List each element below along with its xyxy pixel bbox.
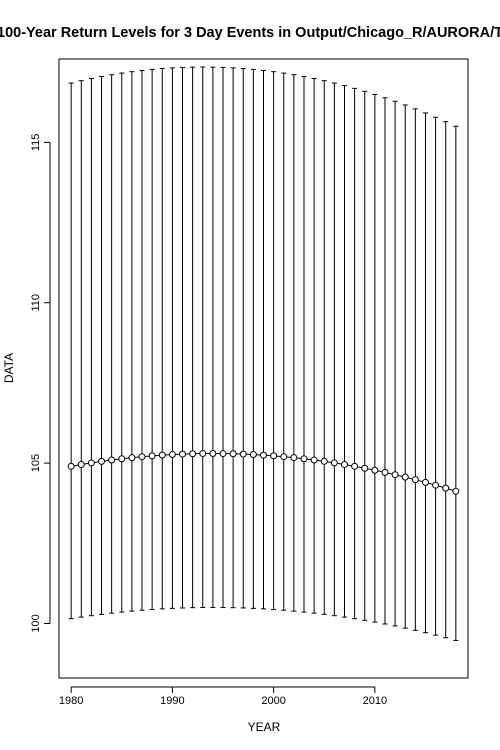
data-point [189,450,197,458]
data-point [310,456,318,464]
data-point [219,450,227,458]
data-point [239,450,247,458]
data-point [351,462,359,470]
x-axis-label: YEAR [248,720,281,734]
chart-title: 100-Year Return Levels for 3 Day Events … [0,25,500,41]
x-tick-label: 2000 [261,695,285,707]
data-point [87,459,95,467]
data-point [401,473,409,481]
data-point [108,456,116,464]
data-point [452,487,460,495]
data-point [168,451,176,459]
data-point [300,455,308,463]
data-point [138,453,146,461]
x-axis: 1980 1990 2000 2010 [59,686,387,707]
data-point [118,455,126,463]
data-point [67,462,75,470]
y-tick-label: 100 [30,614,42,632]
data-point [158,451,166,459]
y-tick-label: 110 [30,294,42,312]
x-tick-label: 1980 [59,695,83,707]
error-bars [68,66,459,641]
data-point [98,457,106,465]
data-point [391,471,399,479]
data-point [148,452,156,460]
data-point [179,450,187,458]
data-point [77,461,85,469]
data-point [270,452,278,460]
data-point [280,453,288,461]
y-axis-label: DATA [2,353,16,383]
data-point [361,464,369,472]
data-point [260,451,267,459]
data-point [320,457,328,465]
x-tick-label: 2010 [363,695,387,707]
data-point [381,468,389,476]
data-point [249,451,257,459]
y-tick-label: 105 [30,454,42,472]
data-point [442,484,450,492]
plot-frame [58,58,469,679]
data-point [421,478,429,486]
data-point [290,454,298,462]
data-point [330,459,338,467]
data-point [199,450,207,458]
estimate-points [67,449,460,495]
x-tick-label: 1990 [160,695,184,707]
data-point [128,454,136,462]
data-point [432,481,440,489]
data-point [371,466,379,474]
y-axis: 100 105 110 115 [30,134,51,633]
data-point [340,461,348,469]
data-point [411,476,419,484]
y-tick-label: 115 [30,134,42,152]
data-point [229,450,237,458]
data-point [209,449,217,457]
